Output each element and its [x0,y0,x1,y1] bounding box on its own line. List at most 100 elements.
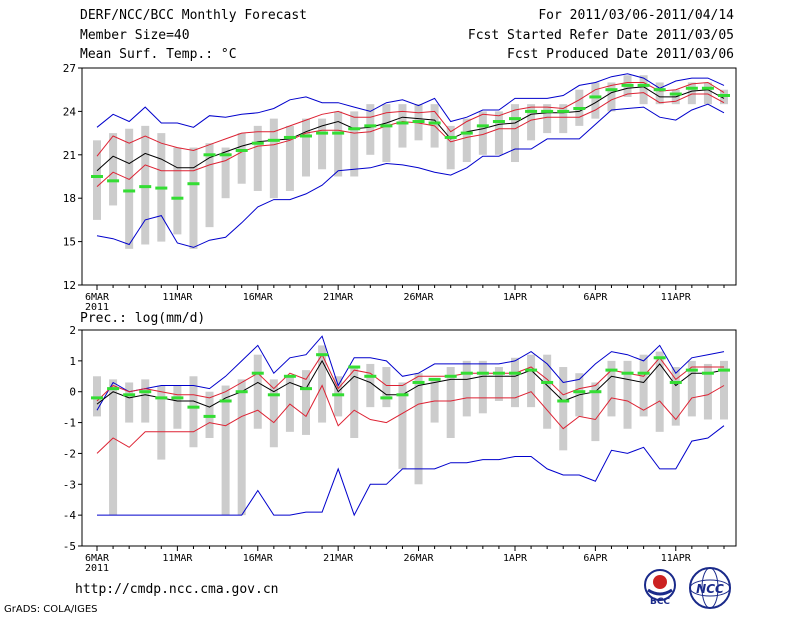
grads-credit: GrADS: COLA/IGES [4,604,98,615]
y-tick-label: 24 [63,105,77,118]
box-bar [511,357,519,408]
box-bar [623,360,632,429]
box-bar [462,118,471,163]
median-marker [428,121,441,125]
box-bar [559,104,568,134]
median-marker [525,368,538,372]
box-bar [591,382,600,442]
ncc-logo: NCC [689,567,731,609]
box-bar [639,75,648,105]
box-bar [478,360,487,414]
median-marker [653,88,666,92]
source-url[interactable]: http://cmdp.ncc.cma.gov.cn [75,582,279,597]
range-min-line [97,425,725,517]
y-tick-label: 18 [63,192,76,205]
box-bar [350,111,359,177]
box-bar [543,354,552,429]
median-marker [283,135,296,139]
median-marker [91,175,103,178]
median-marker [541,109,554,113]
forecast-period: For 2011/03/06-2011/04/14 [538,8,734,23]
median-marker [541,380,554,384]
median-marker [203,153,216,157]
box-bar [173,385,182,429]
x-tick-label: 11MAR [162,553,193,564]
median-marker [316,353,329,357]
box-bar [173,147,182,235]
median-marker [171,196,184,200]
x-tick-label: 16MAR [243,292,274,303]
median-marker [557,109,570,113]
box-bar [655,82,664,105]
box-bar [125,382,134,423]
year-label: 2011 [85,302,109,313]
range-min-line [96,103,725,248]
box-bar [285,125,294,191]
median-marker [348,365,361,369]
box-bar [639,354,648,417]
member-size: Member Size=40 [80,28,190,43]
box-bar [382,104,391,163]
median-marker [669,92,682,96]
median-marker [412,120,425,124]
median-marker [573,107,586,111]
box-bar [446,367,455,438]
ensemble-mean-line [96,86,725,172]
median-marker [251,141,264,145]
median-marker [267,138,280,142]
median-marker [412,380,425,384]
median-marker [107,179,120,183]
median-marker [621,83,634,87]
box-bar [398,382,407,469]
median-marker [460,131,473,135]
x-tick-label: 6MAR [85,553,110,564]
x-tick-label: 6APR [583,553,608,564]
box-bar [494,111,503,155]
median-marker [685,368,698,372]
box-bar [398,104,407,148]
range-max-line [96,335,725,411]
bcc-logo: BCC [644,569,676,607]
y-tick-label: -1 [63,417,76,430]
y-tick-label: 15 [63,236,76,249]
median-marker [653,356,666,360]
median-marker [219,153,232,157]
box-bar [511,104,519,163]
median-marker [283,374,296,378]
y-tick-label: -4 [63,509,77,522]
box-bar [366,363,375,408]
x-tick-label: 6APR [583,292,608,303]
median-marker [187,405,200,409]
y-tick-label: -5 [63,540,76,553]
std-lower-line [96,92,725,187]
box-bar [462,360,471,417]
range-max-line [96,73,725,128]
y-tick-label: 21 [63,149,76,162]
median-marker [605,368,618,372]
median-marker [460,371,473,375]
box-bar [269,118,278,199]
box-bar [446,125,455,170]
x-tick-label: 11APR [661,553,692,564]
box-bar [687,360,696,417]
refer-date: Fcst Started Refer Date 2011/03/05 [467,28,734,43]
median-marker [316,131,329,135]
svg-text:BCC: BCC [650,597,670,607]
median-marker [573,390,586,394]
median-marker [428,377,441,381]
box-bar [671,367,680,426]
median-marker [476,124,489,128]
box-bar [237,133,246,184]
median-marker [589,95,602,99]
produced-date: Fcst Produced Date 2011/03/06 [507,47,734,62]
box-bar [221,385,230,516]
box-bar [318,118,327,170]
median-marker [605,88,618,92]
box-bar [591,82,600,119]
median-marker [621,371,634,375]
median-marker [557,399,570,403]
y-tick-label: 27 [63,62,76,75]
median-marker [235,390,248,394]
y-tick-label: 12 [63,279,76,292]
y-tick-label: 0 [69,386,76,399]
